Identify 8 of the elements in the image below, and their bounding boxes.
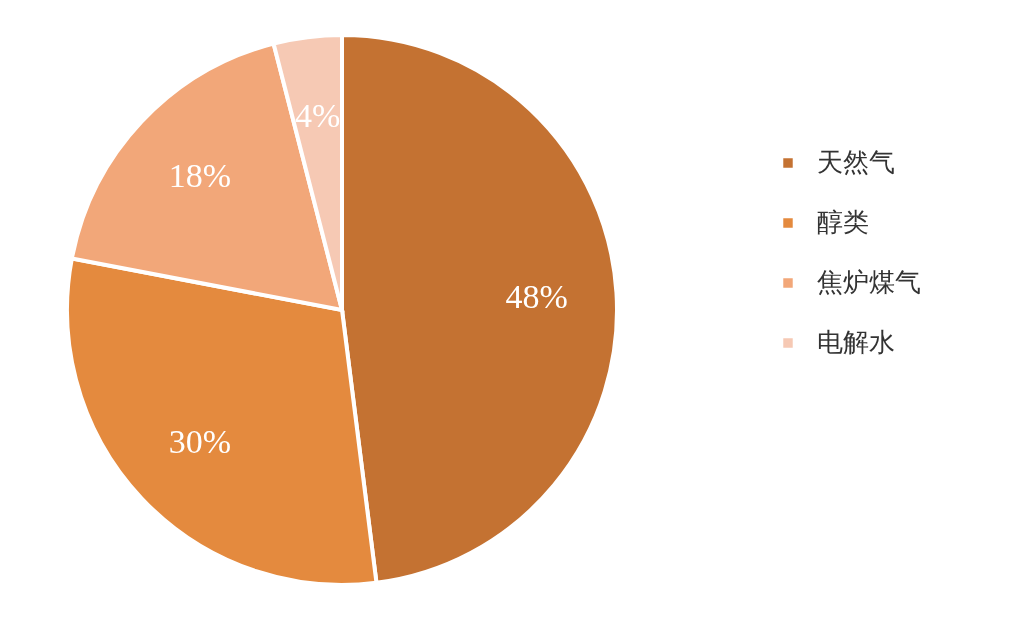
- data-label: 4%: [294, 96, 341, 134]
- data-label: 48%: [505, 277, 568, 315]
- legend-label: 电解水: [817, 327, 895, 357]
- legend-label: 醇类: [817, 207, 869, 237]
- legend-label: 天然气: [817, 147, 895, 177]
- data-label: 30%: [168, 423, 232, 461]
- data-label: 18%: [168, 156, 232, 194]
- legend-label: 焦炉煤气: [817, 267, 921, 297]
